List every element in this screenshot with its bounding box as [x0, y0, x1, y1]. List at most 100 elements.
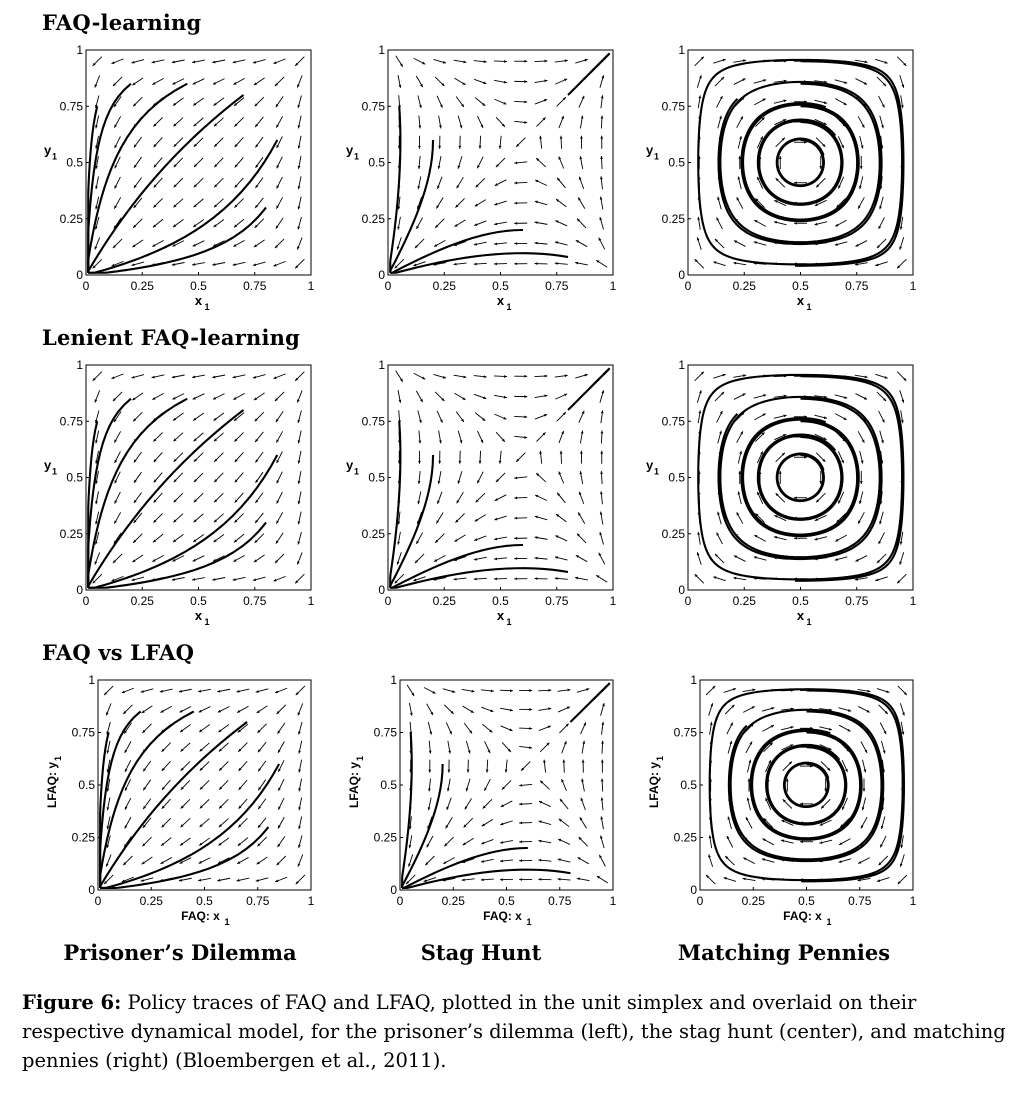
- direction-arrow: [900, 721, 905, 735]
- direction-arrow: [538, 858, 552, 862]
- direction-arrow: [716, 410, 723, 423]
- y-tick-label: 0.75: [362, 99, 386, 113]
- direction-arrow: [457, 430, 463, 444]
- direction-arrow: [555, 220, 568, 227]
- direction-arrow: [179, 857, 192, 864]
- row-title-faq: FAQ-learning: [42, 10, 202, 35]
- direction-arrow: [234, 157, 244, 168]
- direction-arrow: [213, 198, 224, 208]
- direction-arrow: [131, 374, 145, 379]
- direction-arrow: [555, 513, 567, 523]
- direction-arrow: [237, 723, 249, 733]
- direction-arrow: [514, 516, 528, 520]
- direction-arrow: [161, 798, 171, 810]
- direction-arrow: [575, 576, 588, 581]
- direction-arrow: [543, 759, 547, 773]
- direction-arrow: [276, 176, 283, 189]
- direction-arrow: [493, 242, 508, 246]
- direction-arrow: [494, 494, 507, 502]
- direction-arrow: [298, 721, 303, 735]
- direction-arrow: [504, 759, 508, 773]
- direction-arrow: [875, 576, 888, 582]
- y-axis-label-subscript: 1: [53, 756, 63, 761]
- direction-arrow: [297, 135, 302, 149]
- x-axis-label: x: [195, 608, 203, 623]
- direction-arrow: [132, 392, 144, 401]
- direction-arrow: [433, 239, 446, 248]
- direction-arrow: [252, 374, 266, 379]
- direction-arrow: [275, 96, 284, 108]
- direction-arrow: [257, 723, 267, 734]
- x-tick-label: 0.75: [243, 279, 267, 293]
- direction-arrow: [738, 156, 742, 169]
- direction-arrow: [294, 371, 305, 382]
- direction-arrow: [397, 511, 401, 525]
- direction-arrow: [437, 471, 442, 484]
- direction-arrow: [755, 513, 765, 523]
- direction-arrow: [599, 511, 604, 525]
- direction-arrow: [213, 472, 224, 483]
- direction-arrow: [814, 433, 827, 441]
- direction-arrow: [578, 491, 585, 505]
- direction-arrow: [254, 533, 265, 544]
- direction-arrow: [794, 496, 807, 500]
- direction-arrow: [781, 744, 794, 751]
- direction-arrow: [436, 95, 443, 108]
- direction-arrow: [218, 798, 229, 809]
- direction-arrow: [453, 59, 467, 64]
- policy-trace: [775, 452, 825, 503]
- direction-arrow: [581, 759, 585, 773]
- direction-arrow: [254, 512, 264, 524]
- direction-arrow: [598, 854, 606, 867]
- direction-arrow: [495, 157, 506, 168]
- direction-arrow: [255, 877, 269, 882]
- direction-arrow: [737, 135, 742, 149]
- direction-arrow: [112, 553, 123, 564]
- direction-arrow: [253, 239, 265, 248]
- direction-arrow: [733, 261, 747, 266]
- direction-arrow: [514, 577, 528, 581]
- y-axis-label: y: [646, 143, 654, 158]
- y-tick-label: 1: [678, 43, 685, 57]
- direction-arrow: [193, 198, 204, 208]
- direction-arrow: [857, 689, 871, 693]
- direction-arrow: [481, 838, 494, 845]
- direction-arrow: [212, 59, 226, 64]
- direction-arrow: [180, 761, 191, 772]
- y-axis-label: y: [346, 458, 354, 473]
- direction-arrow: [785, 778, 789, 792]
- direction-arrow: [555, 198, 567, 208]
- direction-arrow: [275, 512, 284, 524]
- direction-arrow: [254, 197, 264, 209]
- direction-arrow: [457, 115, 463, 129]
- direction-arrow: [600, 778, 604, 792]
- direction-arrow: [124, 741, 132, 754]
- direction-arrow: [254, 116, 264, 128]
- direction-arrow: [500, 800, 513, 808]
- direction-arrow: [253, 77, 265, 86]
- direction-arrow: [444, 836, 454, 847]
- direction-arrow: [234, 117, 244, 127]
- y-axis-label-subscript: 1: [52, 152, 57, 162]
- direction-arrow: [814, 395, 828, 399]
- direction-arrow: [274, 76, 285, 87]
- direction-arrow: [494, 413, 507, 420]
- x-tick-label: 1: [308, 894, 315, 908]
- x-tick-label: 0.25: [433, 594, 457, 608]
- direction-arrow: [172, 97, 184, 106]
- direction-arrow: [133, 177, 142, 189]
- direction-arrow: [859, 156, 863, 169]
- direction-arrow: [578, 95, 585, 108]
- direction-arrow: [114, 451, 121, 464]
- direction-arrow: [199, 761, 210, 771]
- x-tick-label: 0: [95, 894, 102, 908]
- direction-arrow: [173, 432, 184, 442]
- x-axis-label-subscript: 1: [507, 617, 512, 627]
- direction-arrow: [514, 415, 528, 419]
- direction-arrow: [857, 116, 865, 128]
- direction-arrow: [558, 818, 570, 828]
- direction-arrow: [899, 854, 905, 867]
- direction-arrow: [142, 817, 152, 829]
- direction-arrow: [862, 759, 867, 773]
